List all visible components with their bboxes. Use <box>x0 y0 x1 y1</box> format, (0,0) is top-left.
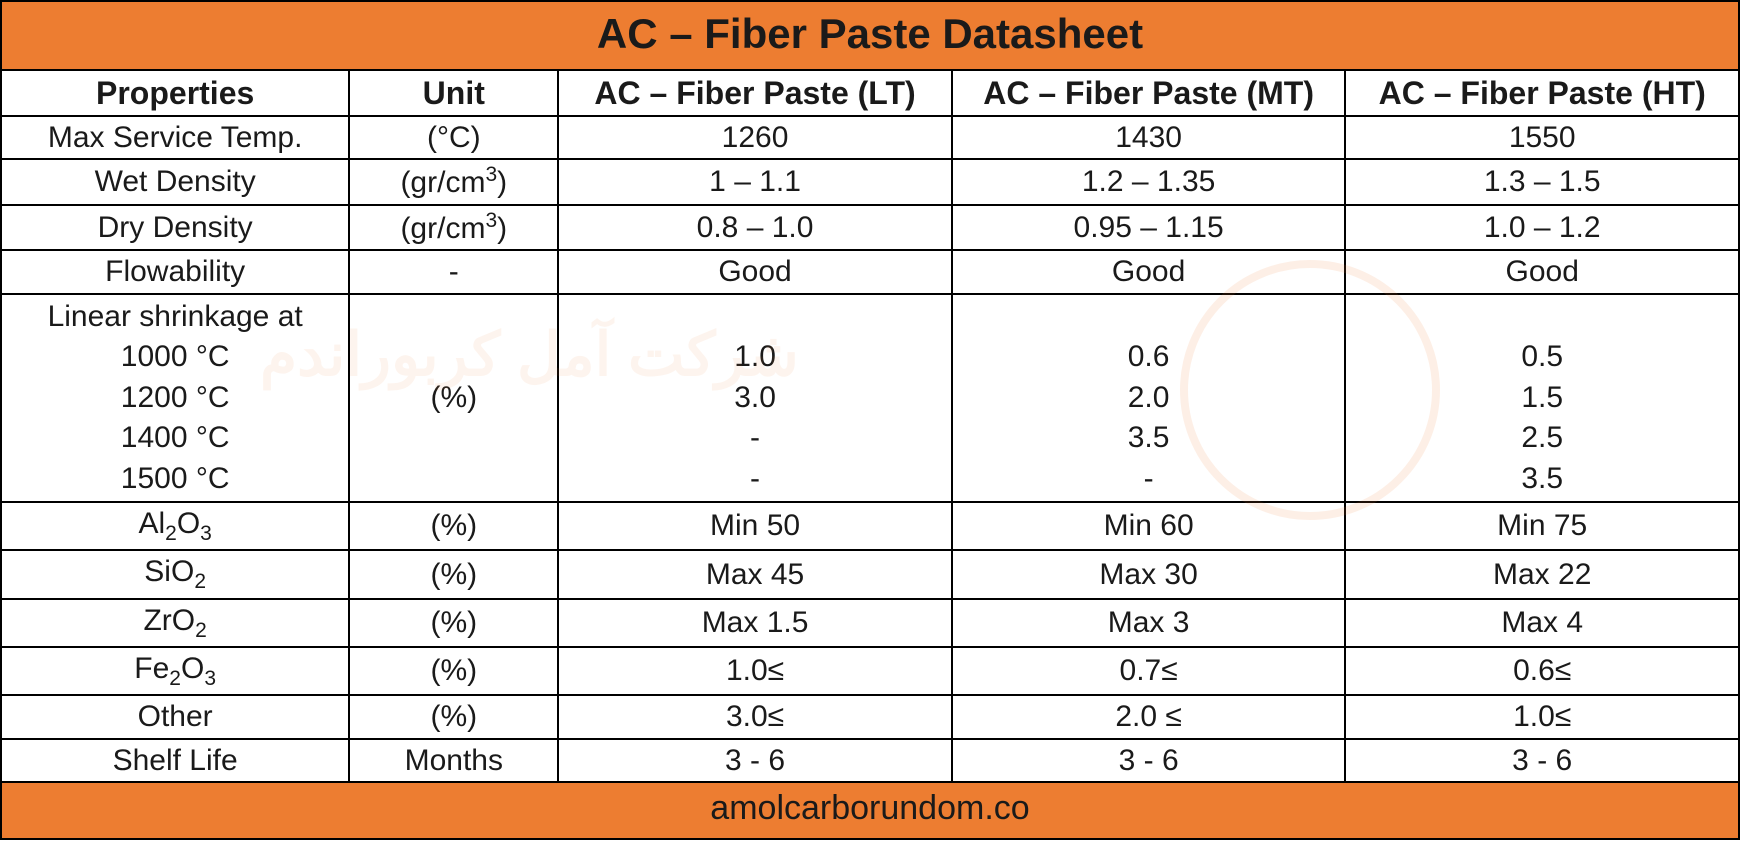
cell-unit: (gr/cm3) <box>349 159 558 205</box>
footer-row: amolcarborundom.co <box>1 782 1739 839</box>
cell-ht: 1.0≤ <box>1345 695 1739 739</box>
cell-mt: Max 3 <box>952 599 1346 647</box>
cell-prop: Other <box>1 695 349 739</box>
cell-mt: 1.2 – 1.35 <box>952 159 1346 205</box>
table-row: Wet Density (gr/cm3) 1 – 1.1 1.2 – 1.35 … <box>1 159 1739 205</box>
cell-prop: Dry Density <box>1 205 349 251</box>
cell-ht: 0.6≤ <box>1345 647 1739 695</box>
cell-unit: Months <box>349 739 558 783</box>
table-row: ZrO2 (%) Max 1.5 Max 3 Max 4 <box>1 599 1739 647</box>
cell-mt: 2.0 ≤ <box>952 695 1346 739</box>
cell-prop: Fe2O3 <box>1 647 349 695</box>
cell-unit: (%) <box>349 695 558 739</box>
cell-ht: Min 75 <box>1345 502 1739 550</box>
cell-prop: Max Service Temp. <box>1 116 349 160</box>
cell-lt: 1 – 1.1 <box>558 159 952 205</box>
cell-ht: Max 4 <box>1345 599 1739 647</box>
cell-ht: 1.3 – 1.5 <box>1345 159 1739 205</box>
cell-prop: Linear shrinkage at1000 °C1200 °C1400 °C… <box>1 294 349 503</box>
table-row: Dry Density (gr/cm3) 0.8 – 1.0 0.95 – 1.… <box>1 205 1739 251</box>
cell-mt: 0.62.03.5- <box>952 294 1346 503</box>
cell-mt: 1430 <box>952 116 1346 160</box>
datasheet-container: شرکت آمل کربوراندم AC – Fiber Paste Data… <box>0 0 1740 840</box>
col-header-ht: AC – Fiber Paste (HT) <box>1345 70 1739 116</box>
cell-prop: ZrO2 <box>1 599 349 647</box>
cell-ht: 1550 <box>1345 116 1739 160</box>
cell-mt: Good <box>952 250 1346 294</box>
cell-mt: 0.7≤ <box>952 647 1346 695</box>
cell-lt: Max 45 <box>558 550 952 598</box>
cell-ht: 3 - 6 <box>1345 739 1739 783</box>
cell-prop: SiO2 <box>1 550 349 598</box>
cell-prop: Flowability <box>1 250 349 294</box>
cell-mt: 3 - 6 <box>952 739 1346 783</box>
cell-lt: 3 - 6 <box>558 739 952 783</box>
cell-ht: 0.51.52.53.5 <box>1345 294 1739 503</box>
cell-lt: 3.0≤ <box>558 695 952 739</box>
cell-unit: - <box>349 250 558 294</box>
table-row: SiO2 (%) Max 45 Max 30 Max 22 <box>1 550 1739 598</box>
cell-ht: Max 22 <box>1345 550 1739 598</box>
cell-mt: Max 30 <box>952 550 1346 598</box>
cell-lt: 1.03.0-- <box>558 294 952 503</box>
cell-ht: Good <box>1345 250 1739 294</box>
cell-lt: 1.0≤ <box>558 647 952 695</box>
col-header-lt: AC – Fiber Paste (LT) <box>558 70 952 116</box>
table-row: Max Service Temp. (°C) 1260 1430 1550 <box>1 116 1739 160</box>
cell-unit: (°C) <box>349 116 558 160</box>
cell-unit: (gr/cm3) <box>349 205 558 251</box>
col-header-properties: Properties <box>1 70 349 116</box>
table-row: Shelf Life Months 3 - 6 3 - 6 3 - 6 <box>1 739 1739 783</box>
table-row: Flowability - Good Good Good <box>1 250 1739 294</box>
datasheet-table: AC – Fiber Paste Datasheet Properties Un… <box>0 0 1740 840</box>
header-row: Properties Unit AC – Fiber Paste (LT) AC… <box>1 70 1739 116</box>
cell-ht: 1.0 – 1.2 <box>1345 205 1739 251</box>
cell-lt: Max 1.5 <box>558 599 952 647</box>
cell-prop: Shelf Life <box>1 739 349 783</box>
cell-unit: (%) <box>349 647 558 695</box>
table-row: Other (%) 3.0≤ 2.0 ≤ 1.0≤ <box>1 695 1739 739</box>
col-header-mt: AC – Fiber Paste (MT) <box>952 70 1346 116</box>
cell-prop: Al2O3 <box>1 502 349 550</box>
cell-unit: (%) <box>349 550 558 598</box>
cell-unit: (%) <box>349 599 558 647</box>
cell-lt: 1260 <box>558 116 952 160</box>
cell-prop: Wet Density <box>1 159 349 205</box>
col-header-unit: Unit <box>349 70 558 116</box>
cell-mt: 0.95 – 1.15 <box>952 205 1346 251</box>
table-row-linear-shrinkage: Linear shrinkage at1000 °C1200 °C1400 °C… <box>1 294 1739 503</box>
cell-lt: Good <box>558 250 952 294</box>
table-footer: amolcarborundom.co <box>1 782 1739 839</box>
table-row: Fe2O3 (%) 1.0≤ 0.7≤ 0.6≤ <box>1 647 1739 695</box>
table-title: AC – Fiber Paste Datasheet <box>1 1 1739 70</box>
cell-lt: 0.8 – 1.0 <box>558 205 952 251</box>
cell-unit: (%) <box>349 294 558 503</box>
title-row: AC – Fiber Paste Datasheet <box>1 1 1739 70</box>
cell-lt: Min 50 <box>558 502 952 550</box>
cell-unit: (%) <box>349 502 558 550</box>
cell-mt: Min 60 <box>952 502 1346 550</box>
table-row: Al2O3 (%) Min 50 Min 60 Min 75 <box>1 502 1739 550</box>
